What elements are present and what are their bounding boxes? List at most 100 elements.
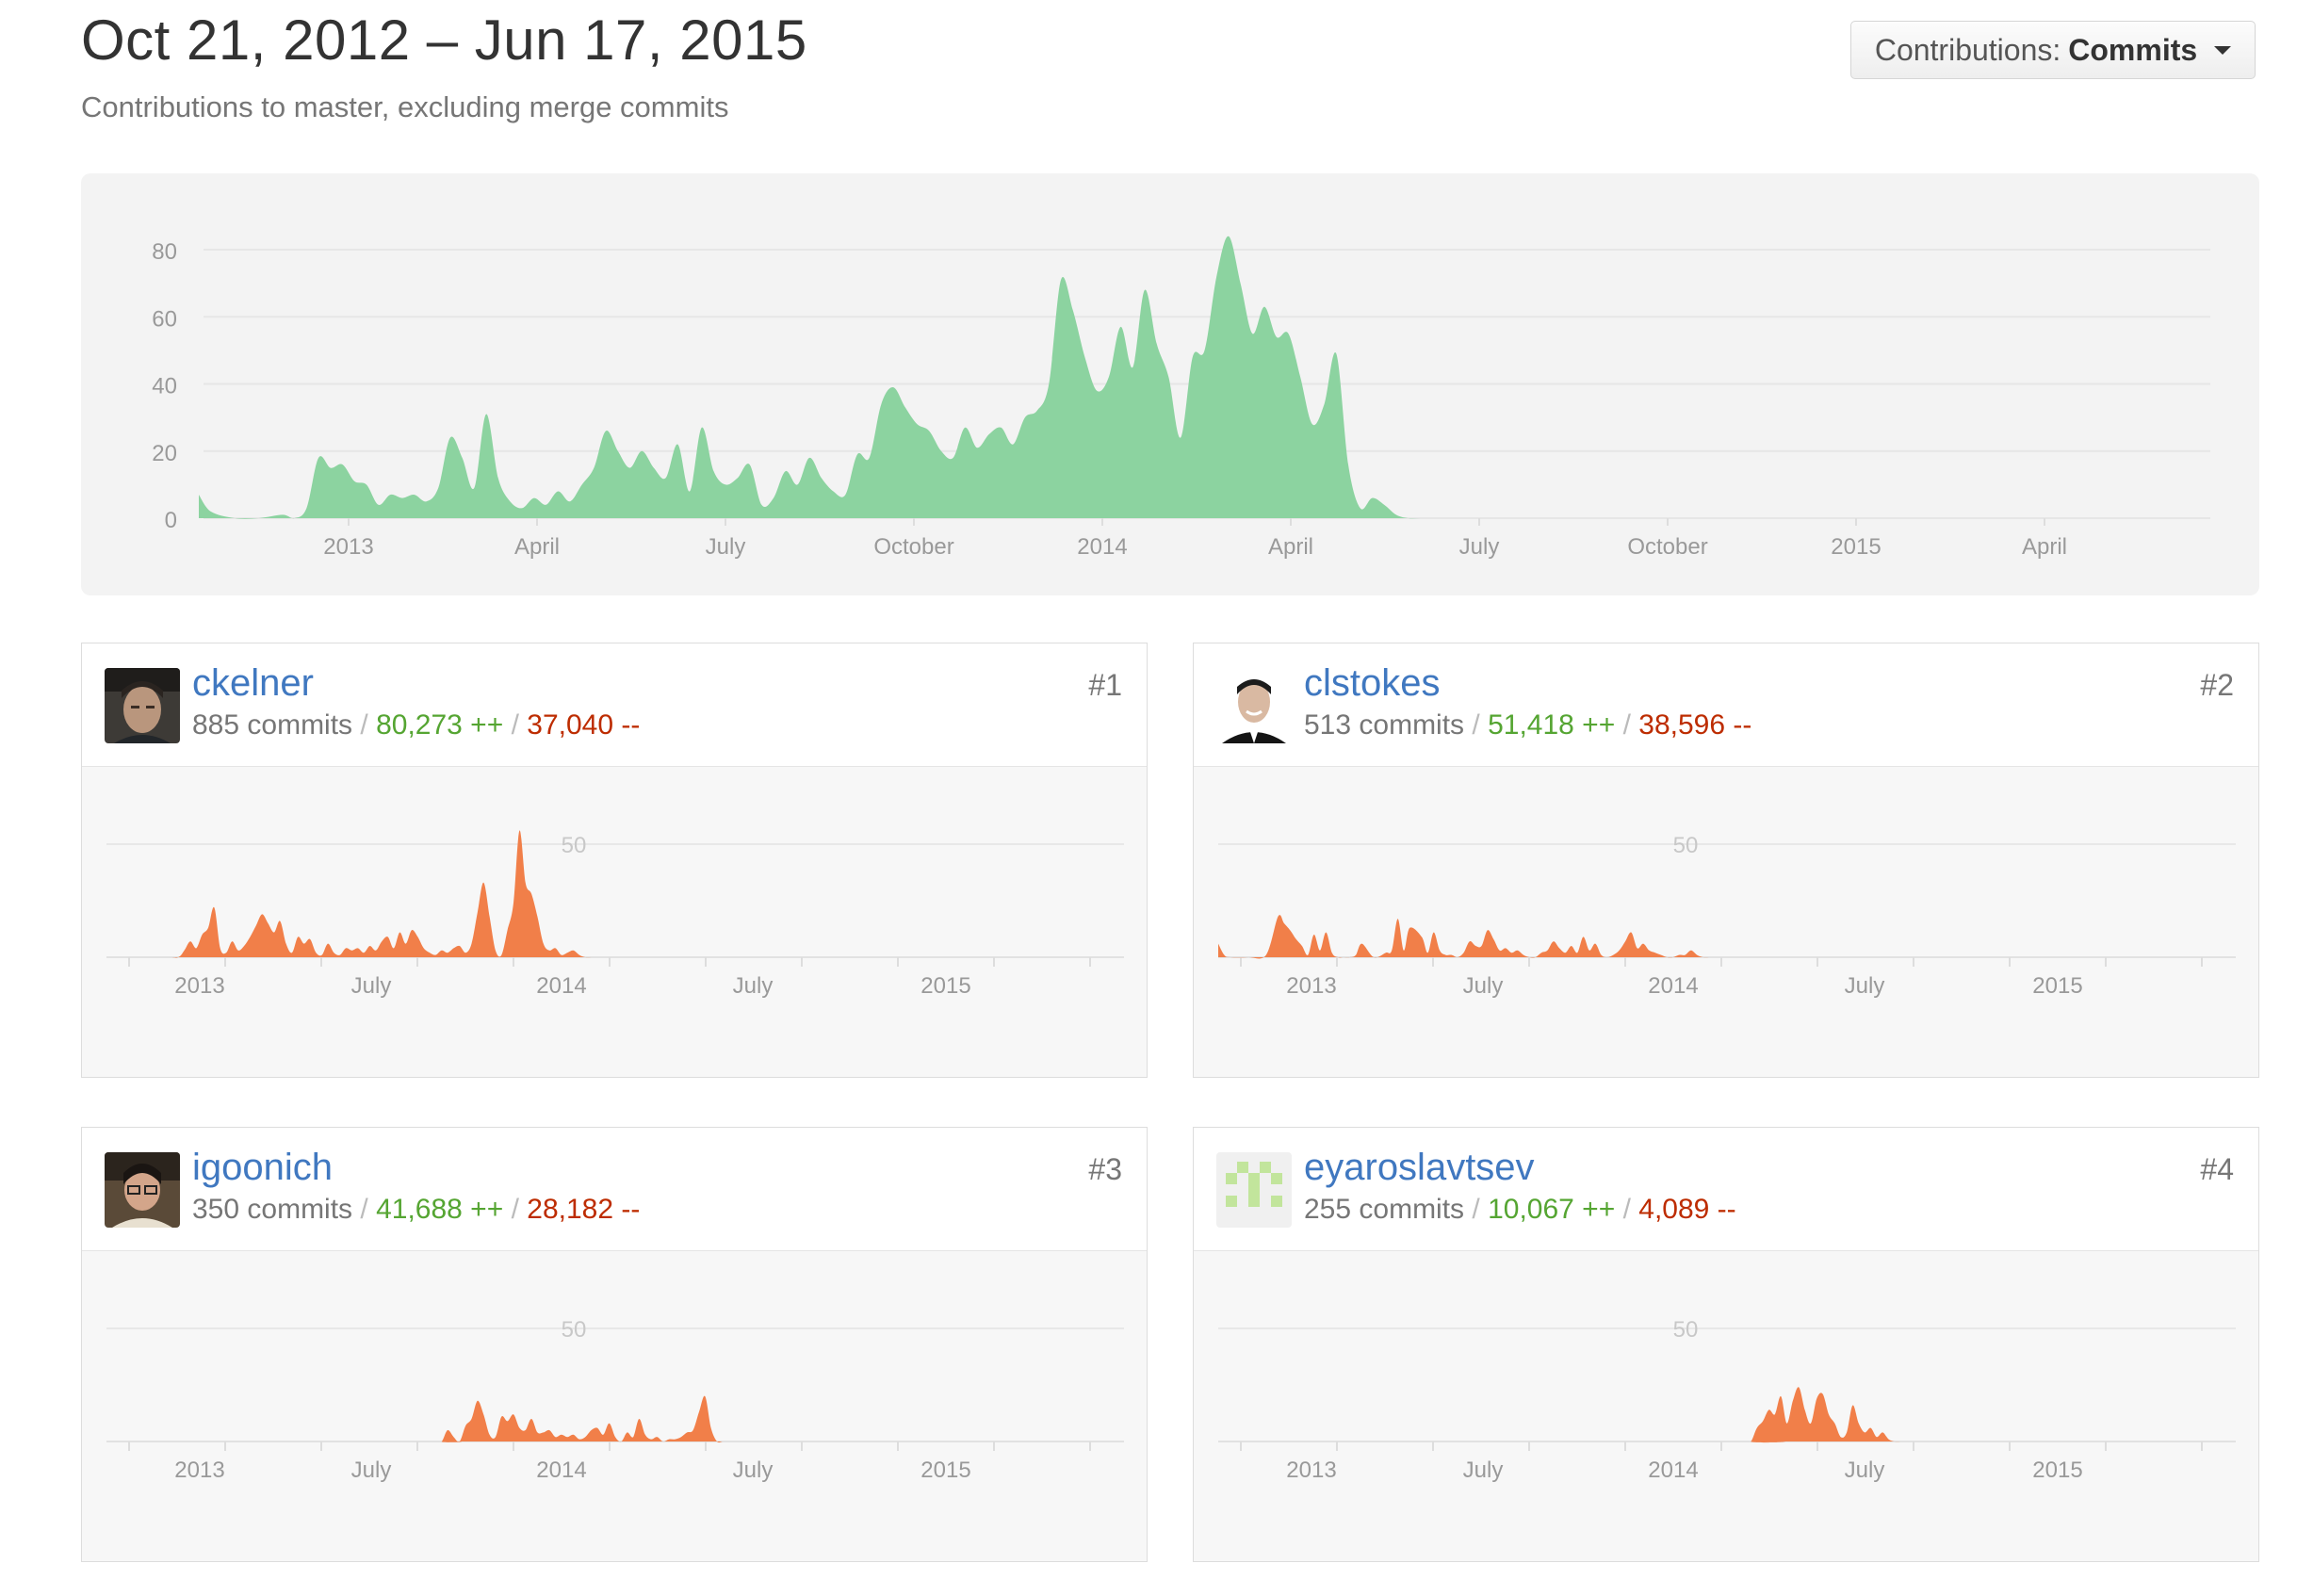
additions-count: 51,418 ++ <box>1488 709 1616 741</box>
commit-count: 885 commits <box>192 709 353 741</box>
additions-count: 10,067 ++ <box>1488 1194 1616 1225</box>
deletions-count: 4,089 -- <box>1638 1194 1736 1225</box>
contributor-commits-area <box>106 1395 1124 1443</box>
contributor-card: igoonich 350 commits / 41,688 ++ / 28,18… <box>81 1127 1148 1562</box>
contributor-header: clstokes 513 commits / 51,418 ++ / 38,59… <box>1194 643 2258 767</box>
x-tick-label: October <box>1627 534 1707 560</box>
stats-separator: / <box>511 1194 519 1225</box>
stats-separator: / <box>1472 1194 1480 1225</box>
contributor-stats: 350 commits / 41,688 ++ / 28,182 -- <box>192 1194 640 1226</box>
y-tick-label: 0 <box>165 508 177 533</box>
contributor-commits-area <box>1218 915 2236 959</box>
x-tick-label: July <box>1459 534 1500 560</box>
x-tick-label: April <box>1268 534 1313 560</box>
x-tick-label: 2015 <box>1831 534 1881 560</box>
contributor-commits-area <box>106 830 1124 958</box>
contributions-type-select[interactable]: Contributions: Commits <box>1850 21 2256 79</box>
contributor-stats: 255 commits / 10,067 ++ / 4,089 -- <box>1304 1194 1736 1226</box>
x-tick-label: July <box>1845 973 1885 999</box>
contributor-rank: #1 <box>1088 668 1122 702</box>
x-tick-label: April <box>2022 534 2067 560</box>
x-tick-label: 2015 <box>920 1458 970 1483</box>
x-tick-label: July <box>1463 1458 1504 1483</box>
avatar[interactable] <box>105 1152 180 1228</box>
x-tick-label: 2015 <box>2032 1458 2082 1483</box>
contributor-chart-area: 50 2013 July 2014 July 2015 <box>82 767 1147 1077</box>
y-tick-label: 60 <box>152 306 177 332</box>
contributor-card: eyaroslavtsev 255 commits / 10,067 ++ / … <box>1193 1127 2259 1562</box>
stats-separator: / <box>360 709 368 741</box>
x-tick-label: 2014 <box>1648 973 1698 999</box>
x-tick-label: October <box>873 534 953 560</box>
y-tick-label: 50 <box>1673 1317 1699 1343</box>
contributor-card: ckelner 885 commits / 80,273 ++ / 37,040… <box>81 643 1148 1078</box>
commit-count: 350 commits <box>192 1194 353 1225</box>
subtitle: Contributions to master, excluding merge… <box>81 90 729 123</box>
x-tick-label: April <box>514 534 560 560</box>
contributor-rank: #3 <box>1088 1152 1122 1186</box>
x-tick-label: 2014 <box>1648 1458 1698 1483</box>
x-tick-label: 2013 <box>1286 1458 1336 1483</box>
contributor-chart-area: 50 2013 July 2014 July 2015 <box>1194 767 2258 1077</box>
commits-overview-chart: 80 60 40 20 0 2013 April July October 2014 April Ju… <box>81 173 2259 595</box>
contributor-card: clstokes 513 commits / 51,418 ++ / 38,59… <box>1193 643 2259 1078</box>
y-tick-label: 50 <box>1673 833 1699 858</box>
y-tick-label: 80 <box>152 239 177 265</box>
x-tick-label: 2015 <box>2032 973 2082 999</box>
contributor-username-link[interactable]: eyaroslavtsev <box>1304 1147 1535 1188</box>
x-tick-label: 2015 <box>920 973 970 999</box>
x-tick-label: July <box>1845 1458 1885 1483</box>
contributor-username-link[interactable]: igoonich <box>192 1147 334 1188</box>
contributor-commits-chart: 50 2013 July 2014 July 2015 <box>106 1317 1124 1483</box>
contributor-chart-area: 50 2013 July 2014 July 2015 <box>1194 1251 2258 1561</box>
contributor-username-link[interactable]: clstokes <box>1304 662 1441 704</box>
additions-count: 80,273 ++ <box>376 709 504 741</box>
y-tick-label: 50 <box>562 833 587 858</box>
x-tick-label: July <box>351 973 392 999</box>
additions-count: 41,688 ++ <box>376 1194 504 1225</box>
date-range-title: Oct 21, 2012 – Jun 17, 2015 <box>81 8 807 72</box>
x-tick-label: July <box>733 1458 774 1483</box>
x-tick-label: July <box>351 1458 392 1483</box>
x-tick-label: 2014 <box>536 973 586 999</box>
contributor-header: eyaroslavtsev 255 commits / 10,067 ++ / … <box>1194 1128 2258 1251</box>
stats-separator: / <box>1622 709 1631 741</box>
select-label: Contributions: <box>1874 32 2061 67</box>
avatar[interactable] <box>105 668 180 743</box>
x-tick-label: 2013 <box>1286 973 1336 999</box>
x-tick-label: 2013 <box>174 973 224 999</box>
x-tick-label: July <box>1463 973 1504 999</box>
contributor-rank: #4 <box>2200 1152 2234 1186</box>
contributor-stats: 885 commits / 80,273 ++ / 37,040 -- <box>192 709 640 741</box>
contributor-commits-chart: 50 2013 July 2014 July 2015 <box>1218 833 2236 999</box>
contributor-commits-chart: 50 2013 July 2014 July 2015 <box>106 830 1124 999</box>
x-tick-label: July <box>706 534 746 560</box>
contributor-commits-area <box>1218 1387 2236 1443</box>
deletions-count: 28,182 -- <box>527 1194 641 1225</box>
stats-separator: / <box>1622 1194 1631 1225</box>
x-tick-label: 2014 <box>1077 534 1127 560</box>
contributor-header: igoonich 350 commits / 41,688 ++ / 28,18… <box>82 1128 1147 1251</box>
y-tick-label: 20 <box>152 441 177 466</box>
deletions-count: 38,596 -- <box>1638 709 1752 741</box>
contributor-stats: 513 commits / 51,418 ++ / 38,596 -- <box>1304 709 1751 741</box>
contributor-rank: #2 <box>2200 668 2234 702</box>
select-value: Commits <box>2068 32 2198 67</box>
commit-count: 255 commits <box>1304 1194 1465 1225</box>
x-tick-label: 2013 <box>174 1458 224 1483</box>
commits-area-series <box>199 236 2210 519</box>
y-tick-label: 40 <box>152 374 177 399</box>
stats-separator: / <box>360 1194 368 1225</box>
deletions-count: 37,040 -- <box>527 709 641 741</box>
stats-separator: / <box>511 709 519 741</box>
contributor-chart-area: 50 2013 July 2014 July 2015 <box>82 1251 1147 1561</box>
contributor-commits-chart: 50 2013 July 2014 July 2015 <box>1218 1317 2236 1483</box>
overview-chart-svg: 80 60 40 20 0 2013 April July October 2014 April Ju… <box>152 236 2210 560</box>
avatar[interactable] <box>1216 1152 1292 1228</box>
contributor-username-link[interactable]: ckelner <box>192 662 314 704</box>
avatar[interactable] <box>1216 668 1292 743</box>
commit-count: 513 commits <box>1304 709 1465 741</box>
x-tick-label: 2014 <box>536 1458 586 1483</box>
x-tick-label: 2013 <box>323 534 373 560</box>
y-tick-label: 50 <box>562 1317 587 1343</box>
